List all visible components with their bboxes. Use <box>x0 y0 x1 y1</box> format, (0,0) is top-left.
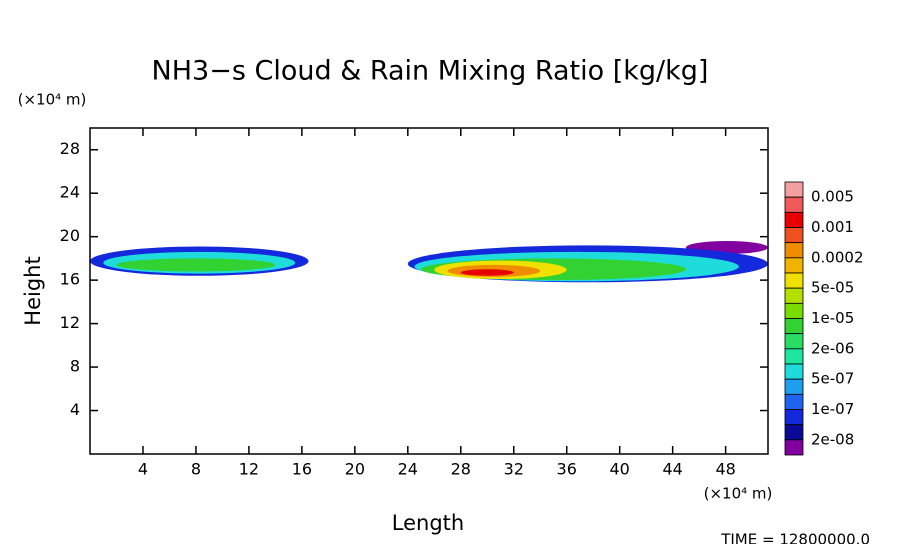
colorbar-label: 2e-06 <box>811 339 854 357</box>
colorbar-swatch <box>784 318 804 335</box>
y-tick-label: 16 <box>60 270 80 289</box>
y-tick-label: 20 <box>60 226 80 245</box>
colorbar-swatch <box>784 439 804 456</box>
colorbar-swatch <box>784 378 804 395</box>
colorbar-label: 0.0002 <box>811 248 864 266</box>
colorbar-swatch <box>784 409 804 426</box>
contour-area <box>90 241 768 283</box>
footer: TIME = 12800000.0 <box>720 531 870 544</box>
colorbar-label: 5e-05 <box>811 279 854 297</box>
x-tick-label: 48 <box>715 460 735 479</box>
x-tick-label: 8 <box>191 460 201 479</box>
x-tick-label: 16 <box>292 460 312 479</box>
contour-region <box>460 269 514 276</box>
x-tick-label: 4 <box>138 460 148 479</box>
x-tick-label: 28 <box>451 460 471 479</box>
colorbar-swatch <box>784 242 804 259</box>
colorbar-swatch <box>784 287 804 304</box>
colorbar-swatch <box>784 302 804 319</box>
plot-frame <box>89 127 769 455</box>
y-tick-label: 4 <box>70 400 80 419</box>
y-tick-label: 28 <box>60 139 80 158</box>
x-tick-label: 40 <box>610 460 630 479</box>
colorbar-swatch <box>784 181 804 198</box>
colorbar-label: 1e-05 <box>811 309 854 327</box>
colorbar-swatch <box>784 227 804 244</box>
x-tick-label: 32 <box>504 460 524 479</box>
y-tick-label: 24 <box>60 183 80 202</box>
colorbar-label: 5e-07 <box>811 370 854 388</box>
x-tick-label: 44 <box>662 460 682 479</box>
y-unit: (×10⁴ m) <box>18 91 87 109</box>
colorbar-swatch <box>784 393 804 410</box>
colorbar-swatch <box>784 363 804 380</box>
x-axis-label: Length <box>392 511 464 535</box>
colorbar-label: 0.001 <box>811 218 854 236</box>
x-tick-label: 36 <box>557 460 577 479</box>
x-tick-label: 24 <box>398 460 418 479</box>
colorbar-swatch <box>784 272 804 289</box>
y-axis-label: Height <box>21 256 45 325</box>
colorbar-swatch <box>784 196 804 213</box>
x-tick-label: 12 <box>239 460 259 479</box>
y-tick-label: 12 <box>60 313 80 332</box>
colorbar-swatch <box>784 333 804 350</box>
colorbar-swatch <box>784 211 804 228</box>
colorbar-swatch <box>784 424 804 441</box>
colorbar-swatch <box>784 348 804 365</box>
colorbar-label: 2e-08 <box>811 430 854 448</box>
x-tick-label: 20 <box>345 460 365 479</box>
colorbar-label: 1e-07 <box>811 400 854 418</box>
colorbar-swatch <box>784 257 804 274</box>
contour-region <box>116 258 276 272</box>
y-tick-label: 8 <box>70 357 80 376</box>
colorbar-label: 0.005 <box>811 188 854 206</box>
x-unit: (×10⁴ m) <box>704 485 773 503</box>
chart-title: NH3−s Cloud & Rain Mixing Ratio [kg/kg] <box>152 56 709 87</box>
